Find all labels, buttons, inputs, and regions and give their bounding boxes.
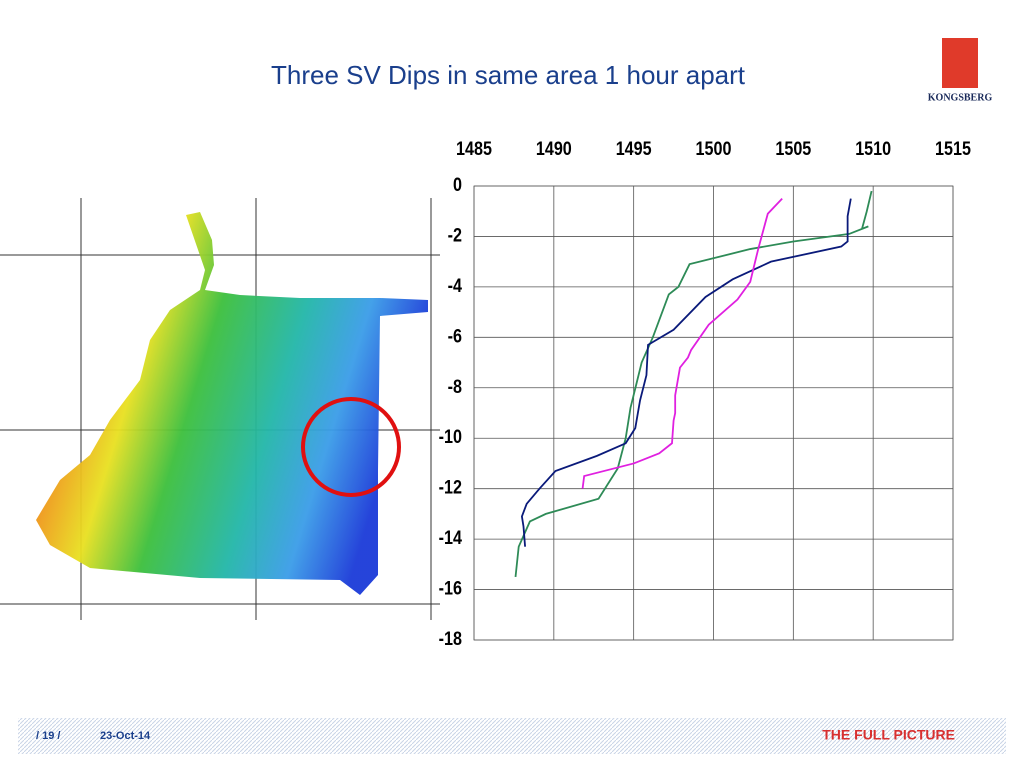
logo-text: KONGSBERG: [928, 92, 993, 103]
x-tick-label: 1495: [616, 138, 652, 160]
y-tick-label: -6: [448, 325, 463, 347]
bathymetry-map: [0, 198, 440, 620]
x-tick-label: 1515: [935, 138, 971, 160]
page-number: / 19 /: [36, 730, 60, 742]
y-tick-label: -8: [448, 376, 463, 398]
y-tick-label: -12: [439, 476, 463, 498]
x-tick-label: 1485: [456, 138, 492, 160]
x-tick-label: 1505: [775, 138, 811, 160]
sv-profile: [520, 198, 852, 547]
tagline: THE FULL PICTURE: [822, 727, 955, 743]
y-tick-label: -14: [439, 527, 463, 549]
y-tick-label: -10: [439, 426, 463, 448]
x-tick-label: 1510: [855, 138, 891, 160]
y-tick-label: 0: [453, 174, 462, 196]
x-tick-label: 1500: [696, 138, 732, 160]
y-tick-label: -2: [448, 224, 463, 246]
sv-profile: [581, 197, 783, 489]
footer-bar: [18, 718, 1006, 754]
sv-profile: [514, 190, 873, 578]
slide-title: Three SV Dips in same area 1 hour apart: [271, 60, 746, 90]
sv-chart: 1485 1490 1495 1500 1505 1510 1515 0 -2 -4 -6 -8 -10…: [439, 138, 971, 650]
y-tick-label: -18: [439, 628, 463, 650]
logo-mark: [942, 38, 978, 88]
y-tick-label: -4: [448, 275, 463, 297]
y-tick-label: -16: [439, 577, 463, 599]
date: 23-Oct-14: [100, 730, 151, 742]
x-tick-label: 1490: [536, 138, 572, 160]
